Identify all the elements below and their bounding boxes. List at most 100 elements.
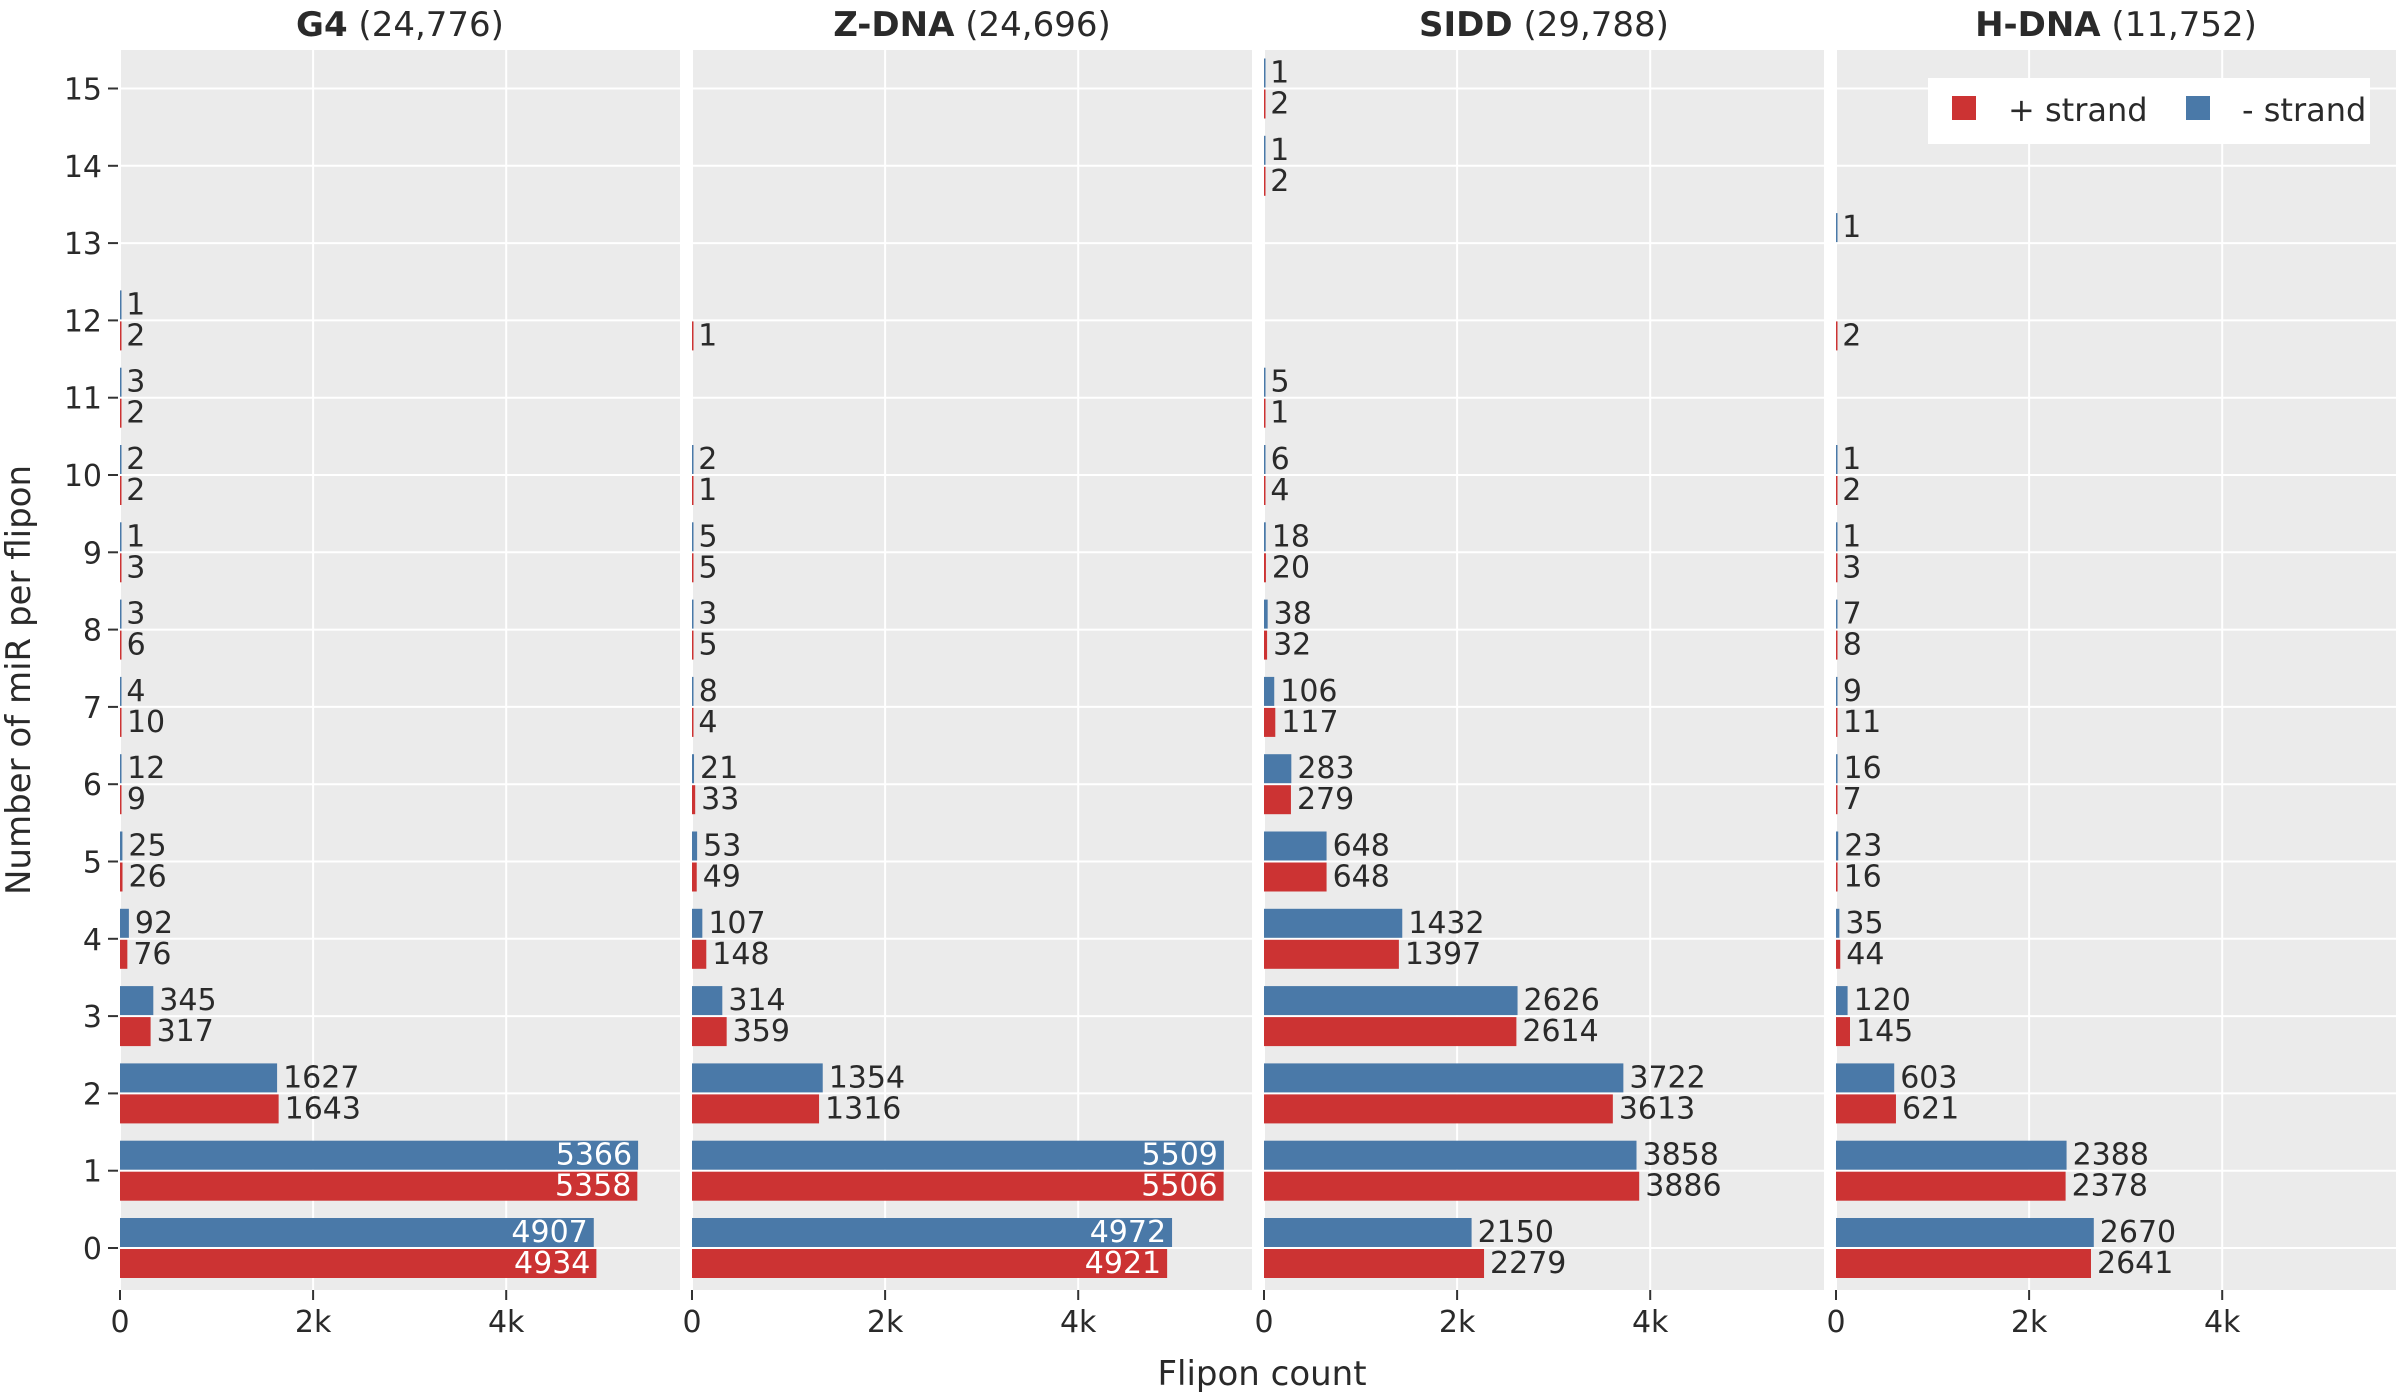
panel-title-name: G4 [296,5,348,45]
bar-plus [692,862,697,892]
value-label-minus: 3 [698,597,717,632]
bar-minus [692,676,694,706]
bar-minus [120,986,154,1016]
bar-minus [1264,367,1266,397]
panel-h-dna: H-DNA (11,752)0 2k 4k267023886031203523169… [1826,5,2396,1340]
bar-minus [120,522,122,552]
bar-plus [1264,1171,1640,1201]
value-label-minus: 9 [1843,674,1862,709]
value-label-minus: 3858 [1642,1138,1718,1173]
bar-plus [1264,1094,1613,1124]
value-label-plus: 20 [1272,550,1310,585]
panel-title: G4 (24,776) [296,5,504,45]
bar-plus [1264,476,1266,505]
x-tick-label: 0 [1826,1305,1845,1340]
x-tick-label: 2k [2011,1305,2048,1340]
bar-plus [1836,553,1838,583]
panel-title-name: Z-DNA [833,5,955,45]
bar-minus [1264,986,1518,1016]
value-label-minus: 1 [1842,519,1861,554]
bar-plus [692,321,694,351]
value-label-plus: 317 [157,1014,214,1049]
bar-plus [692,1017,727,1047]
panels: G4 (24,776)0 2k 4k490753661627345922512431… [110,5,2396,1340]
legend: + strand - strand [1928,78,2370,144]
bar-minus [1836,1140,2067,1170]
bar-minus [1264,908,1403,938]
value-label-plus: 76 [133,937,171,972]
bar-plus [1836,476,1838,505]
bar-minus [1836,1218,2094,1247]
bar-minus [120,676,122,706]
bar-minus [1264,522,1266,552]
panel-sidd: SIDD (29,788)0 2k 4k2150385837222626143264… [1254,5,1824,1340]
value-label-plus: 11 [1843,705,1881,740]
value-label-plus: 3 [1842,550,1861,585]
bar-minus [1264,58,1266,88]
bar-plus [1836,785,1838,815]
value-label-plus: 7 [1843,782,1862,817]
value-label-minus: 2670 [2100,1215,2176,1250]
y-tick-label: 2 [83,1077,102,1112]
value-label-minus: 3 [126,597,145,632]
value-label-plus: 33 [701,782,739,817]
legend-box [1928,78,2370,144]
value-label-minus: 603 [1900,1060,1957,1095]
value-label-minus: 5 [1270,365,1289,400]
bar-plus [1264,707,1276,737]
bar-plus [1264,862,1327,892]
value-label-minus: 2626 [1524,983,1600,1018]
bar-minus [1264,1063,1624,1093]
bar-plus [1264,89,1266,119]
y-tick-label: 3 [83,1000,102,1035]
bar-plus [1264,1249,1485,1278]
value-label-minus: 2 [126,442,145,477]
value-label-plus: 2 [1842,473,1861,508]
value-label-plus: 26 [129,860,167,895]
bar-minus [692,1218,1173,1247]
bar-minus [1836,831,1839,861]
panel-title-total: (24,696) [954,5,1110,45]
legend-swatch-minus [2186,96,2210,120]
value-label-minus: 8 [699,674,718,709]
value-label-minus: 5 [698,519,717,554]
bar-plus [120,321,122,351]
legend-label-minus: - strand [2242,91,2366,129]
bar-plus [692,553,694,583]
value-label-minus: 1 [1270,56,1289,91]
bar-minus [692,754,695,784]
value-label-plus: 279 [1297,782,1354,817]
value-label-minus: 92 [135,906,173,941]
bar-plus [120,630,122,660]
bar-minus [1836,599,1838,629]
value-label-minus: 25 [128,829,166,864]
bar-plus [692,1094,820,1124]
value-label-plus: 2 [1270,164,1289,199]
value-label-plus: 4 [698,705,717,740]
bar-plus [120,939,128,969]
value-label-minus: 648 [1333,829,1390,864]
value-label-minus: 12 [127,751,165,786]
value-label-plus: 2 [126,473,145,508]
panel-title-name: H-DNA [1975,5,2101,45]
bar-minus [692,1063,823,1093]
panel-title-total: (24,776) [348,5,504,45]
bar-minus [120,908,129,938]
x-tick-label: 0 [110,1305,129,1340]
value-label-minus: 2388 [2073,1138,2149,1173]
bar-plus [1264,166,1266,196]
value-label-minus: 1 [126,287,145,322]
value-label-plus: 117 [1281,705,1338,740]
bar-plus [1264,553,1266,583]
bar-plus [1264,1017,1517,1047]
bar-plus [692,630,694,660]
bar-minus [1836,676,1838,706]
value-label-plus: 1 [1270,396,1289,431]
value-label-plus: 5 [698,550,717,585]
panel-title-total: (11,752) [2101,5,2257,45]
panel-z-dna: Z-DNA (24,696)0 2k 4k497255091354314107532… [682,5,1252,1340]
value-label-minus: 2 [698,442,717,477]
value-label-minus: 23 [1844,829,1882,864]
value-label-plus: 2 [1842,318,1861,353]
bar-plus [692,1249,1168,1278]
